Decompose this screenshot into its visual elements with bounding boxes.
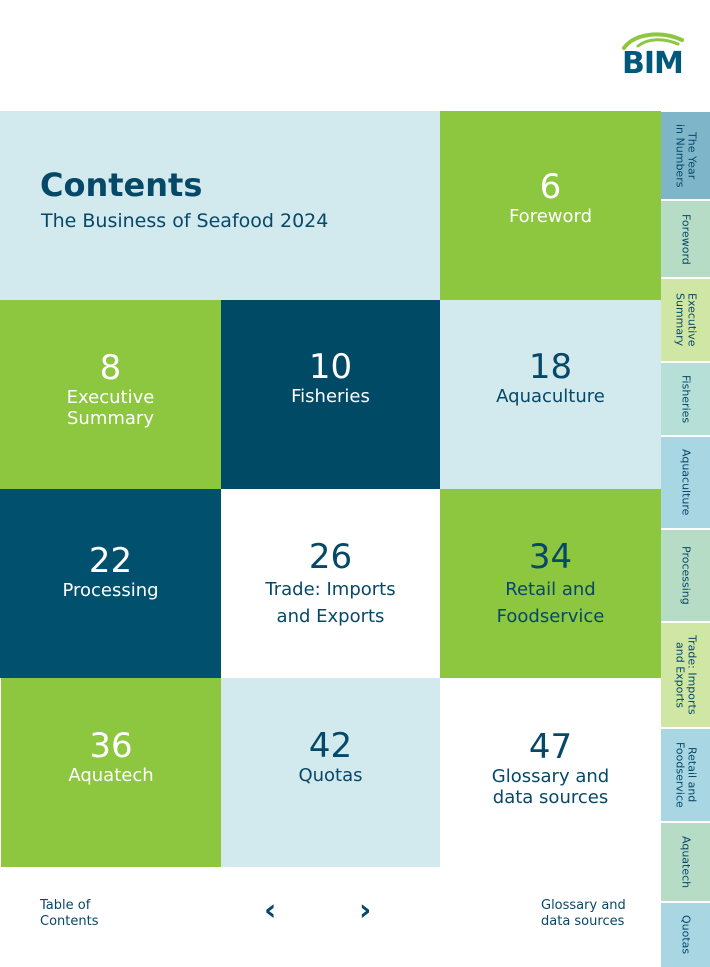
side-tab-label: Aquatech (679, 835, 693, 889)
tile-label: Executive Summary (66, 386, 155, 429)
tile-page-number: 34 (528, 536, 573, 577)
page-subtitle: The Business of Seafood 2024 (41, 210, 329, 232)
tile-trade-imports-exports[interactable]: 26 Trade: Imports and Exports (221, 489, 440, 678)
tile-label: Processing (62, 580, 159, 601)
tile-aquaculture[interactable]: 18 Aquaculture (440, 300, 661, 489)
tile-processing[interactable]: 22 Processing (0, 489, 221, 678)
page-title: Contents (40, 166, 203, 204)
tile-label: Quotas (298, 765, 363, 786)
side-tab-foreword[interactable]: Foreword (661, 201, 710, 279)
previous-page-icon[interactable]: ‹ (264, 893, 277, 928)
tile-label: Fisheries (291, 386, 370, 407)
tile-page-number: 10 (308, 347, 353, 387)
side-tab-label: Aquaculture (679, 449, 693, 516)
side-tab-label: Foreword (679, 213, 693, 265)
tile-page-number: 47 (528, 726, 573, 767)
side-tab-year-in-numbers[interactable]: The Year in Numbers (661, 112, 710, 201)
contents-header: Contents The Business of Seafood 2024 (0, 111, 440, 300)
side-tab-label: Executive Summary (673, 293, 699, 347)
side-tab-executive-summary[interactable]: Executive Summary (661, 279, 710, 363)
side-tab-label: Fisheries (679, 374, 693, 424)
tile-page-number: 26 (308, 536, 353, 577)
tile-page-number: 36 (89, 726, 133, 766)
side-tab-label: Retail and Foodservice (673, 742, 699, 808)
tile-label: Glossary and data sources (491, 765, 610, 808)
tile-label: Retail and Foodservice (496, 578, 605, 627)
tile-page-number: 18 (528, 347, 573, 387)
tile-label: Trade: Imports and Exports (265, 578, 396, 627)
tile-page-number: 22 (88, 541, 133, 581)
tile-page-number: 42 (308, 726, 353, 766)
next-page-icon[interactable]: › (359, 893, 372, 928)
tile-label: Foreword (508, 206, 593, 227)
tile-foreword[interactable]: 6 Foreword (440, 111, 661, 300)
table-of-contents-link[interactable]: Table of Contents (40, 898, 99, 929)
logo-text: BIM (622, 46, 684, 81)
tile-page-number: 6 (539, 167, 562, 207)
side-tab-fisheries[interactable]: Fisheries (661, 363, 710, 437)
side-tab-label: The Year in Numbers (673, 123, 699, 188)
tile-aquatech[interactable]: 36 Aquatech (1, 678, 221, 867)
tile-glossary[interactable]: 47 Glossary and data sources (440, 678, 661, 867)
glossary-link[interactable]: Glossary and data sources (541, 898, 626, 929)
side-tab-aquatech[interactable]: Aquatech (661, 823, 710, 903)
section-tabs: The Year in Numbers Foreword Executive S… (661, 112, 710, 967)
tile-label: Aquaculture (496, 386, 605, 407)
side-tab-label: Quotas (679, 915, 693, 955)
tile-retail-foodservice[interactable]: 34 Retail and Foodservice (440, 489, 661, 678)
tile-executive-summary[interactable]: 8 Executive Summary (0, 300, 221, 489)
side-tab-retail-foodservice[interactable]: Retail and Foodservice (661, 729, 710, 823)
side-tab-trade[interactable]: Trade: Imports and Exports (661, 623, 710, 729)
tile-page-number: 8 (99, 347, 122, 388)
side-tab-label: Processing (679, 546, 693, 605)
side-tab-aquaculture[interactable]: Aquaculture (661, 437, 710, 530)
logo-swoosh-icon (622, 32, 684, 50)
side-tab-label: Trade: Imports and Exports (673, 635, 699, 715)
tile-label: Aquatech (68, 765, 154, 786)
tile-quotas[interactable]: 42 Quotas (221, 678, 440, 867)
bim-logo: BIM (620, 30, 688, 81)
side-tab-processing[interactable]: Processing (661, 530, 710, 623)
tile-fisheries[interactable]: 10 Fisheries (221, 300, 440, 489)
side-tab-quotas[interactable]: Quotas (661, 903, 710, 967)
